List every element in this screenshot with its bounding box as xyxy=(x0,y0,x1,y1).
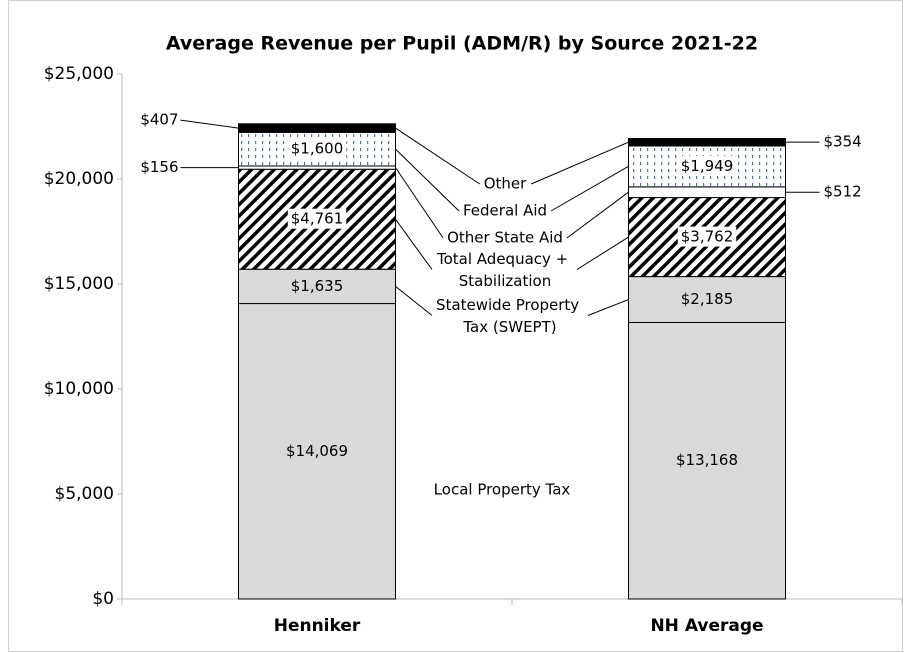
value-label: $1,600 xyxy=(291,140,344,158)
value-label: $3,762 xyxy=(681,228,734,246)
y-tick-label: $5,000 xyxy=(55,484,114,504)
value-label: $512 xyxy=(824,183,862,201)
x-tick-label: Henniker xyxy=(274,616,361,636)
y-tick-label: $15,000 xyxy=(44,274,114,294)
value-label: $14,069 xyxy=(286,442,348,460)
series-leader xyxy=(576,236,629,270)
value-label: $156 xyxy=(140,158,178,176)
series-leader xyxy=(395,148,460,212)
value-label-bg xyxy=(677,155,737,176)
bar-segment xyxy=(628,186,786,199)
value-label: $407 xyxy=(140,111,178,129)
y-tick-label: $20,000 xyxy=(44,169,114,189)
series-label: Statewide Property Tax (SWEPT) xyxy=(436,296,584,336)
series-leader xyxy=(395,218,433,270)
y-tick-label: $10,000 xyxy=(44,379,114,399)
series-label: Federal Aid xyxy=(463,202,547,220)
value-label: $354 xyxy=(824,133,862,151)
series-label: Local Property Tax xyxy=(434,481,571,499)
series-leader xyxy=(395,127,480,185)
series-label: Other State Aid xyxy=(447,229,563,247)
value-label: $4,761 xyxy=(291,210,344,228)
value-label-bg xyxy=(677,226,737,247)
bar-segment xyxy=(238,303,396,600)
series-label: Total Adequacy + Stabilization xyxy=(436,250,573,290)
series-leader xyxy=(395,167,444,239)
value-label-bg xyxy=(287,208,347,229)
value-label: $13,168 xyxy=(676,451,738,469)
value-label-bg xyxy=(287,138,347,159)
bar-segment xyxy=(628,137,786,147)
bar-segment xyxy=(628,321,786,600)
y-tick-label: $0 xyxy=(92,589,114,609)
series-leader xyxy=(530,141,629,185)
value-label: $1,635 xyxy=(291,277,344,295)
series-leader xyxy=(395,285,433,316)
x-tick-label: NH Average xyxy=(650,616,763,636)
series-label: Other xyxy=(484,175,527,193)
bar-segment xyxy=(238,123,396,133)
chart-title: Average Revenue per Pupil (ADM/R) by Sou… xyxy=(166,33,758,55)
series-leader xyxy=(566,191,629,239)
frame xyxy=(8,0,903,652)
value-leader xyxy=(180,119,239,129)
series-leader xyxy=(587,299,629,316)
value-label: $2,185 xyxy=(681,290,734,308)
value-label: $1,949 xyxy=(681,157,734,175)
y-tick-label: $25,000 xyxy=(44,64,114,84)
series-leader xyxy=(550,165,629,212)
